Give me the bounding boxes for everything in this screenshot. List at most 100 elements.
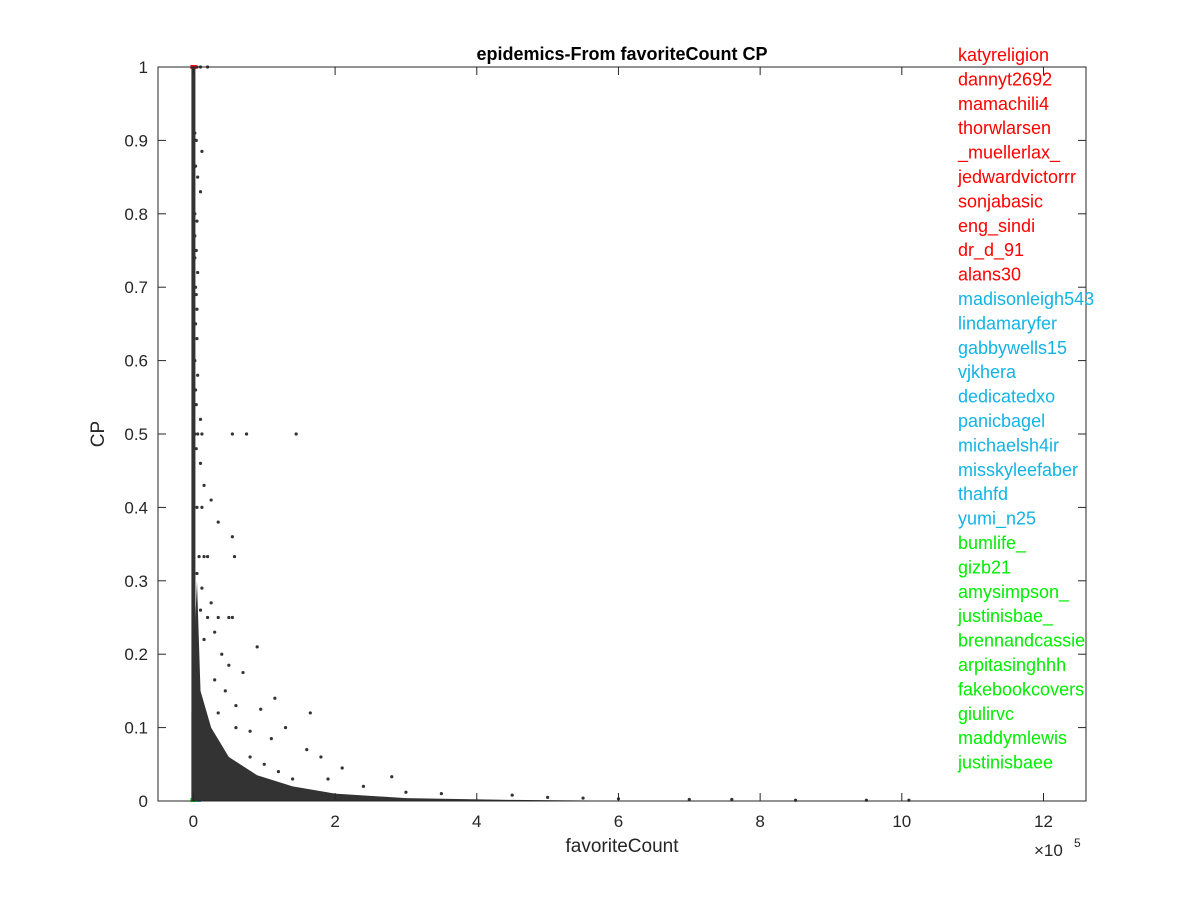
user-label: dannyt2692 xyxy=(958,69,1052,89)
x-multiplier-base: ×10 xyxy=(1034,841,1063,860)
user-label: dedicatedxo xyxy=(958,387,1055,407)
scatter-point xyxy=(290,777,295,781)
y-tick-label: 0.6 xyxy=(124,352,148,371)
scatter-point xyxy=(196,373,200,377)
y-tick-label: 0.3 xyxy=(124,572,148,591)
dense-column xyxy=(191,67,196,801)
user-label: lindamaryfer xyxy=(958,313,1057,333)
user-label: justinisbae_ xyxy=(957,606,1054,627)
user-label: vjkhera xyxy=(958,362,1017,382)
scatter-point xyxy=(195,505,199,509)
scatter-point xyxy=(213,678,217,682)
scatter-point xyxy=(241,670,245,675)
scatter-point xyxy=(194,292,198,297)
scatter-point xyxy=(232,554,237,559)
dense-wedge xyxy=(191,580,654,801)
scatter-point xyxy=(234,726,238,730)
user-label: gabbywells15 xyxy=(958,338,1067,358)
y-tick-label: 0.4 xyxy=(124,498,148,517)
scatter-point xyxy=(202,483,206,487)
ticks-layer: 0 2 4 6 8 10 12 0 0.1 0.2 0.3 0.4 0.5 0.6 0.7 0.8 0.9 1 xyxy=(124,58,1086,831)
scatter-point xyxy=(195,307,199,311)
scatter-point xyxy=(581,796,585,800)
x-multiplier: ×10 5 xyxy=(1034,836,1081,860)
scatter-point xyxy=(439,792,443,796)
scatter-point xyxy=(194,248,198,253)
x-tick-label: 2 xyxy=(330,812,339,831)
scatter-point xyxy=(227,615,231,620)
user-label: arpitasinghhh xyxy=(958,655,1066,675)
scatter-point xyxy=(308,711,312,715)
scatter-point xyxy=(326,777,330,781)
scatter-point xyxy=(248,755,252,759)
y-tick-label: 0.7 xyxy=(124,278,148,297)
y-tick-label: 0.9 xyxy=(124,131,148,150)
x-tick-label: 4 xyxy=(472,812,481,831)
user-label: katyreligion xyxy=(958,45,1049,65)
x-multiplier-exponent: 5 xyxy=(1074,836,1081,850)
y-tick-label: 0.5 xyxy=(124,425,148,444)
scatter-point xyxy=(390,775,394,779)
user-label: amysimpson_ xyxy=(958,582,1070,603)
user-label: misskyleefaber xyxy=(958,460,1078,480)
user-label: brennandcassie xyxy=(958,631,1085,651)
scatter-point xyxy=(294,432,298,436)
scatter-point xyxy=(205,554,210,559)
user-label: panicbagel xyxy=(958,411,1045,431)
scatter-point xyxy=(194,403,198,407)
x-tick-label: 0 xyxy=(189,812,198,831)
x-tick-label: 6 xyxy=(614,812,623,831)
scatter-point xyxy=(510,793,514,797)
scatter-point xyxy=(269,737,273,741)
scatter-point xyxy=(202,637,206,642)
scatter-point xyxy=(230,432,234,436)
scatter-point xyxy=(230,535,234,539)
y-tick-label: 0.1 xyxy=(124,719,148,738)
scatter-point xyxy=(262,762,266,766)
scatter-point xyxy=(255,645,259,649)
scatter-point xyxy=(730,797,734,802)
scatter-point xyxy=(546,795,550,799)
scatter-point xyxy=(687,797,691,802)
user-label: giulirvc xyxy=(958,704,1014,724)
y-tick-label: 0.8 xyxy=(124,205,148,224)
user-label: mamachili4 xyxy=(958,94,1049,114)
scatter-point xyxy=(404,790,408,794)
scatter-point xyxy=(205,615,210,620)
scatter-point xyxy=(195,336,199,341)
scatter-point xyxy=(259,707,263,711)
scatter-point xyxy=(196,432,200,436)
dense-region-layer xyxy=(191,67,654,801)
user-label: maddymlewis xyxy=(958,728,1067,748)
user-label: alans30 xyxy=(958,265,1021,285)
x-tick-label: 8 xyxy=(755,812,764,831)
scatter-point xyxy=(209,498,213,502)
user-label: sonjabasic xyxy=(958,191,1043,211)
scatter-point xyxy=(227,663,231,667)
user-label: yumi_n25 xyxy=(958,509,1036,530)
user-label: michaelsh4ir xyxy=(958,435,1059,455)
user-label: thahfd xyxy=(958,484,1008,504)
scatter-point xyxy=(223,689,227,693)
y-axis-label: CP xyxy=(88,421,109,447)
user-label: thorwlarsen xyxy=(958,118,1051,138)
y-tick-label: 0.2 xyxy=(124,645,148,664)
scatter-point xyxy=(198,190,203,194)
scatter-point xyxy=(200,586,204,590)
user-label: justinisbaee xyxy=(957,753,1053,773)
scatter-point xyxy=(220,652,224,656)
scatter-point xyxy=(248,729,252,733)
y-tick-label: 0 xyxy=(139,792,148,811)
user-label: _muellerlax_ xyxy=(957,143,1061,164)
scatter-point xyxy=(198,417,203,421)
scatter-point xyxy=(196,175,200,179)
scatter-point xyxy=(234,703,238,708)
scatter-point xyxy=(200,149,204,154)
scatter-point xyxy=(202,554,206,559)
scatter-point xyxy=(194,138,198,142)
user-label: gizb21 xyxy=(958,557,1011,577)
y-tick-label: 1 xyxy=(139,58,148,77)
scatter-point xyxy=(198,608,203,612)
